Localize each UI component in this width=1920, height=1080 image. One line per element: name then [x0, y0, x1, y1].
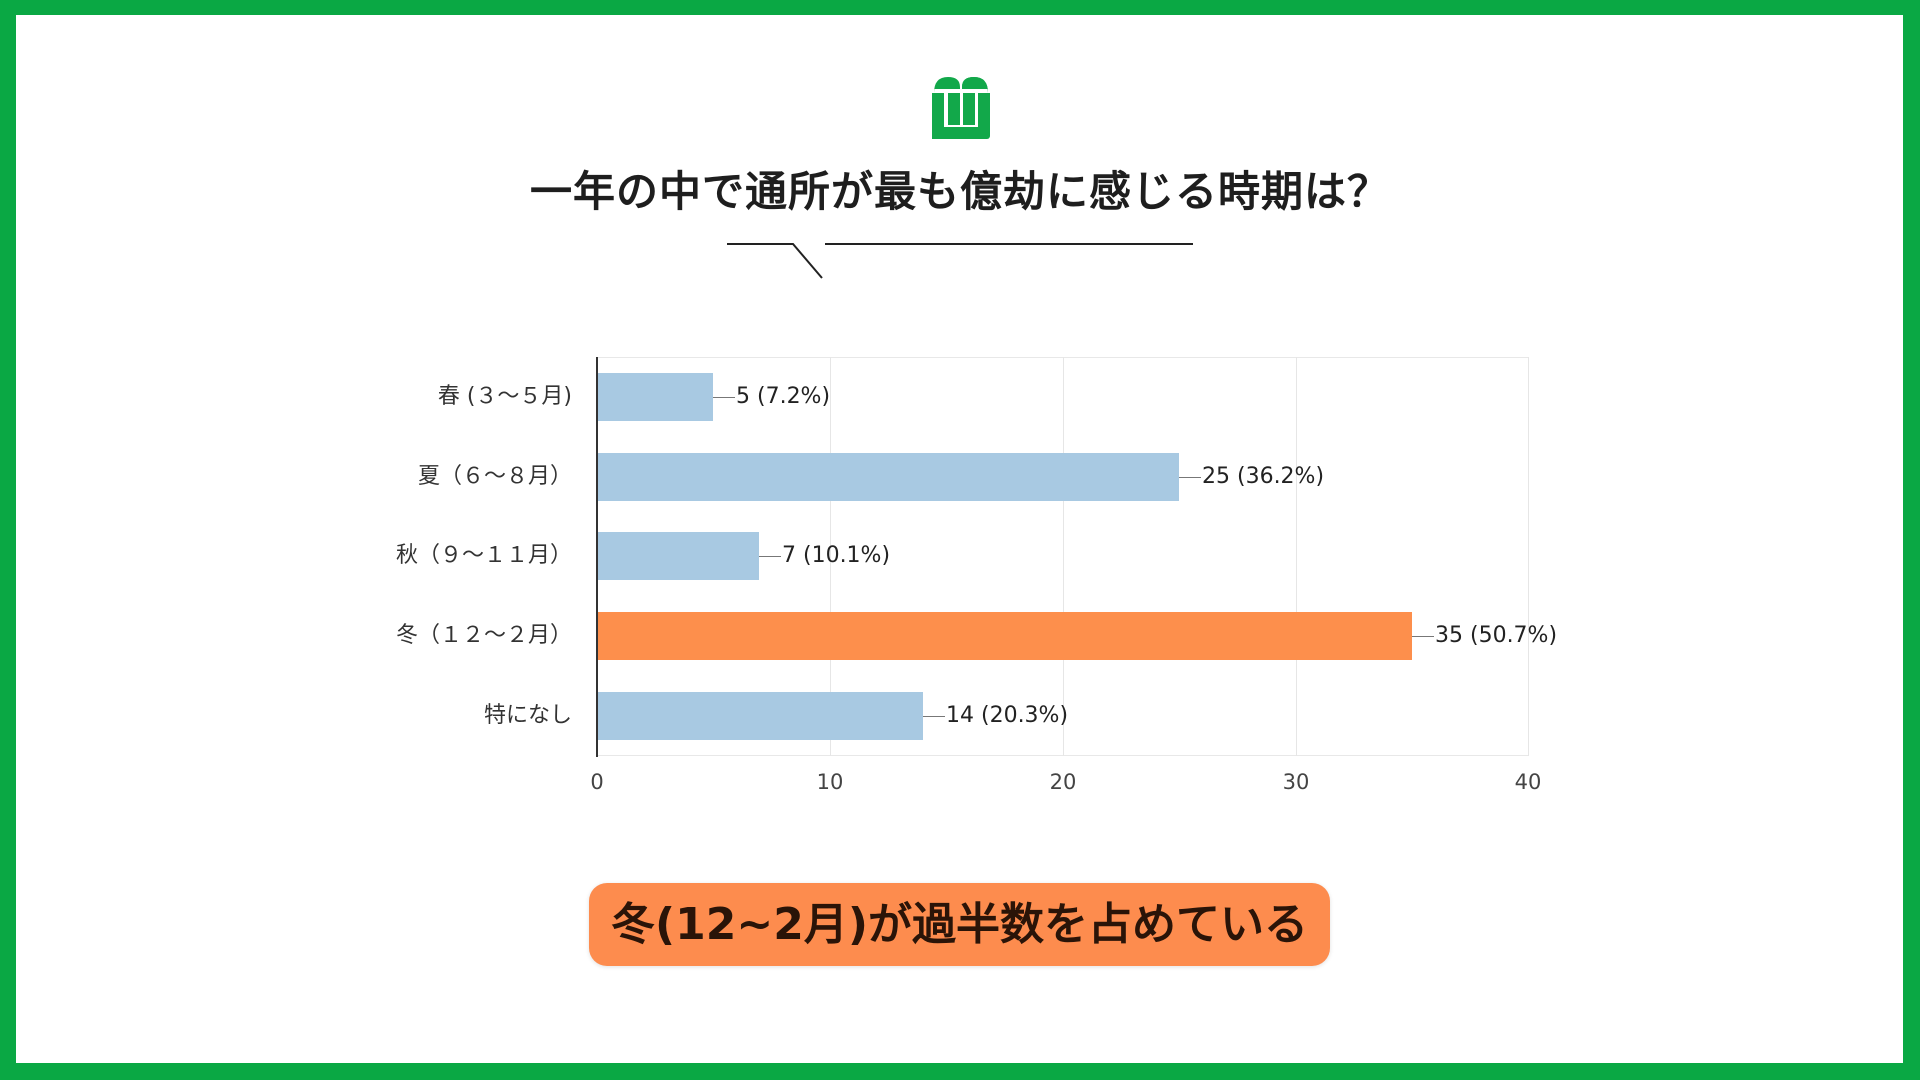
category-label: 春 (３〜５月) [437, 384, 572, 409]
bar-autumn [597, 532, 759, 580]
gridline-20 [1063, 357, 1064, 756]
value-label: 5 (7.2%) [713, 373, 830, 421]
x-tick-label: 20 [1049, 770, 1077, 794]
x-tick-label: 40 [1514, 770, 1542, 794]
y-axis-line [596, 357, 598, 757]
category-label: 特になし [483, 703, 572, 728]
leader-line [1179, 476, 1201, 478]
value-text: 5 (7.2%) [736, 384, 831, 409]
bar-winter [597, 612, 1412, 660]
bar-summer [597, 453, 1179, 501]
speech-tail-divider [727, 243, 1193, 279]
value-text: 35 (50.7%) [1435, 623, 1558, 648]
value-label: 25 (36.2%) [1179, 453, 1324, 501]
value-label: 14 (20.3%) [923, 692, 1068, 740]
value-label: 7 (10.1%) [759, 532, 890, 580]
x-tick-label: 10 [816, 770, 844, 794]
x-tick-label: 0 [590, 770, 604, 794]
bar-none [597, 692, 923, 740]
conclusion-callout: 冬(12~2月)が過半数を占めている [589, 883, 1330, 966]
leader-line [713, 396, 735, 398]
value-label: 35 (50.7%) [1412, 612, 1557, 660]
leader-line [759, 555, 781, 557]
x-tick-label: 30 [1282, 770, 1310, 794]
value-text: 7 (10.1%) [782, 543, 891, 568]
category-label: 夏（６〜８月） [417, 464, 572, 489]
leader-line [923, 715, 945, 717]
gridline-40 [1528, 357, 1529, 756]
value-text: 14 (20.3%) [946, 703, 1069, 728]
leader-line [1412, 635, 1434, 637]
book-icon [932, 77, 990, 139]
gridline-10 [830, 357, 831, 756]
gridline-30 [1296, 357, 1297, 756]
value-text: 25 (36.2%) [1202, 464, 1325, 489]
category-label: 冬（１２〜２月） [395, 623, 572, 648]
page-title: 一年の中で通所が最も億劫に感じる時期は？ [529, 167, 1390, 216]
category-label: 秋（９〜１１月） [395, 543, 572, 568]
bar-spring [597, 373, 713, 421]
